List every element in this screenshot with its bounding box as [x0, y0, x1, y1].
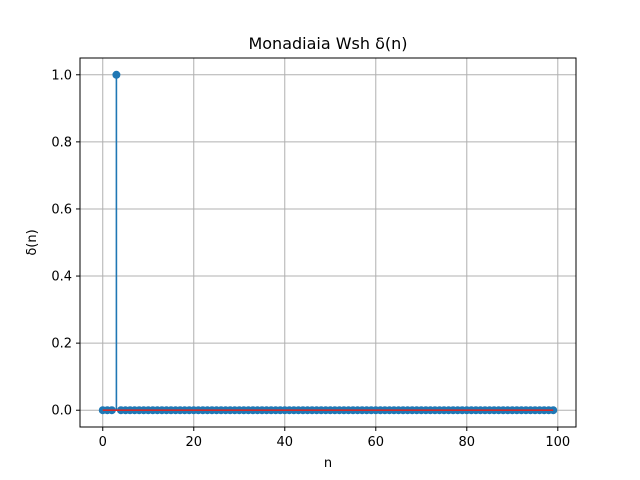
y-axis-label: δ(n)	[25, 229, 40, 255]
x-tick-label: 20	[185, 435, 202, 450]
x-tick-label: 40	[276, 435, 293, 450]
x-tick-label: 0	[99, 435, 107, 450]
x-ticks: 0 20 40 60 80 100	[99, 427, 570, 450]
y-tick-label: 0.0	[51, 404, 72, 419]
stem-marker	[112, 70, 121, 79]
axes-frame	[79, 57, 577, 428]
y-tick-label: 1.0	[51, 68, 72, 83]
y-ticks: 0.0 0.2 0.4 0.6 0.8 1.0	[51, 68, 80, 419]
y-tick-label: 0.8	[51, 135, 72, 150]
x-tick-label: 80	[459, 435, 476, 450]
y-tick-label: 0.2	[51, 337, 72, 352]
grid-layer	[80, 58, 576, 427]
x-axis-label: n	[324, 456, 332, 471]
chart-title: Monadiaia Wsh δ(n)	[248, 34, 407, 53]
y-tick-label: 0.6	[51, 202, 72, 217]
x-tick-label: 100	[545, 435, 570, 450]
y-tick-label: 0.4	[51, 270, 72, 285]
x-tick-label: 60	[368, 435, 385, 450]
marker-layer	[98, 70, 558, 415]
